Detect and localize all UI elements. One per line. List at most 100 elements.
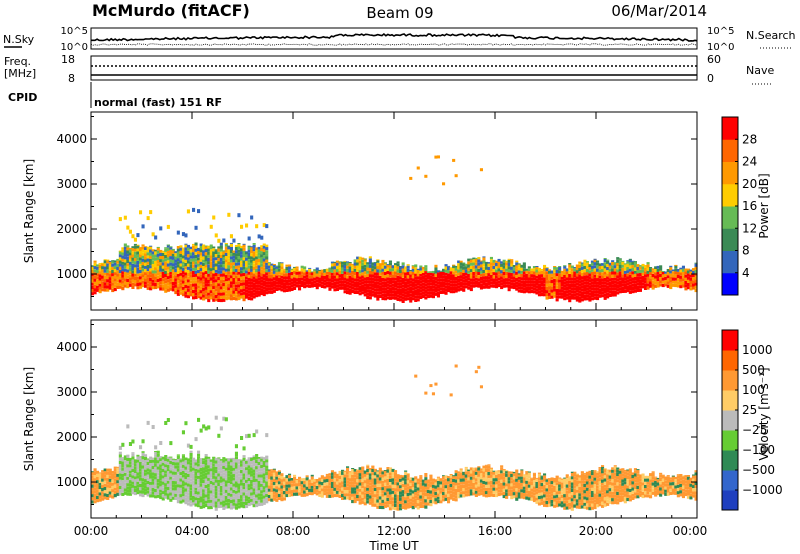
echo-cell xyxy=(123,472,127,476)
echo-cell xyxy=(240,279,244,283)
echo-cell xyxy=(159,441,163,445)
echo-cell xyxy=(500,279,504,283)
echo-cell xyxy=(537,286,541,290)
echo-cell xyxy=(202,253,206,257)
echo-cell xyxy=(255,278,259,282)
echo-cell xyxy=(532,268,536,272)
echo-cell xyxy=(184,294,188,298)
echo-cell xyxy=(558,273,562,277)
echo-cell xyxy=(179,269,183,273)
echo-cell xyxy=(512,495,516,499)
echo-cell xyxy=(570,296,574,300)
echo-cell xyxy=(426,272,430,277)
echo-cell xyxy=(391,484,395,488)
echo-cell xyxy=(93,500,97,504)
echo-cell xyxy=(583,259,587,263)
echo-cell xyxy=(141,255,145,259)
echo-cell xyxy=(169,473,173,477)
echo-cell xyxy=(421,294,425,298)
echo-cell xyxy=(98,283,102,287)
echo-cell xyxy=(492,262,496,266)
echo-cell xyxy=(343,490,347,494)
echo-cell xyxy=(391,265,395,268)
echo-cell xyxy=(505,486,509,490)
echo-cell xyxy=(149,265,153,269)
echo-cell xyxy=(192,248,196,253)
echo-cell xyxy=(192,492,196,496)
echo-cell xyxy=(436,484,440,488)
echo-cell xyxy=(164,473,168,477)
echo-cell xyxy=(363,502,367,506)
echo-cell xyxy=(293,483,297,487)
echo-cell xyxy=(252,466,256,470)
echo-cell xyxy=(179,291,183,295)
echo-cell xyxy=(151,494,155,498)
echo-cell xyxy=(505,271,509,275)
echo-cell xyxy=(505,260,509,263)
echo-cell xyxy=(204,286,208,290)
echo-cell xyxy=(156,247,160,251)
echo-cell xyxy=(348,490,352,494)
echo-cell xyxy=(320,284,324,288)
echo-cell xyxy=(212,295,216,299)
echo-cell xyxy=(179,500,183,504)
echo-cell xyxy=(553,291,557,295)
echo-cell xyxy=(434,485,438,489)
echo-cell xyxy=(197,466,201,470)
echo-cell xyxy=(156,272,160,276)
echo-cell xyxy=(267,262,271,266)
echo-cell xyxy=(442,498,446,502)
echo-cell xyxy=(252,257,256,261)
echo-cell xyxy=(429,272,433,276)
echo-cell xyxy=(255,265,259,269)
echo-cell xyxy=(692,273,696,278)
echo-cell xyxy=(149,277,153,281)
echo-cell xyxy=(452,271,456,275)
echo-cell xyxy=(351,277,355,281)
echo-cell xyxy=(386,504,390,508)
echo-cell xyxy=(149,262,153,266)
echo-cell xyxy=(192,464,196,468)
echo-cell xyxy=(383,485,387,490)
echo-cell xyxy=(166,279,170,283)
echo-cell xyxy=(141,246,145,250)
echo-cell xyxy=(240,479,244,483)
echo-cell xyxy=(442,287,446,291)
echo-cell xyxy=(192,502,196,506)
echo-cell xyxy=(280,482,284,486)
echo-cell xyxy=(537,293,541,297)
echo-cell xyxy=(510,276,514,280)
echo-cell xyxy=(406,486,410,490)
echo-cell xyxy=(161,494,165,498)
echo-cell xyxy=(358,292,362,296)
echo-cell xyxy=(121,252,125,256)
echo-cell xyxy=(414,374,418,378)
echo-cell xyxy=(103,282,107,286)
echo-cell xyxy=(338,286,342,290)
echo-cell xyxy=(363,480,367,484)
echo-cell xyxy=(149,246,153,250)
echo-cell xyxy=(626,267,630,271)
echo-cell xyxy=(376,281,380,285)
echo-cell xyxy=(376,486,380,491)
echo-cell xyxy=(308,491,312,495)
echo-cell xyxy=(356,479,360,483)
echo-cell xyxy=(106,481,110,485)
echo-cell xyxy=(565,271,569,275)
echo-cell xyxy=(204,426,208,431)
echo-cell xyxy=(161,287,165,291)
echo-cell xyxy=(305,489,309,493)
echo-cell xyxy=(540,277,544,281)
echo-cell xyxy=(149,287,153,291)
echo-cell xyxy=(156,469,160,473)
echo-cell xyxy=(260,257,264,261)
echo-cell xyxy=(288,282,292,286)
echo-cell xyxy=(123,491,127,495)
echo-cell xyxy=(106,471,110,475)
echo-cell xyxy=(212,504,216,508)
echo-cell xyxy=(260,245,264,248)
echo-cell xyxy=(192,289,196,294)
echo-cell xyxy=(245,460,249,464)
echo-cell xyxy=(421,498,425,502)
echo-cell xyxy=(202,262,206,266)
